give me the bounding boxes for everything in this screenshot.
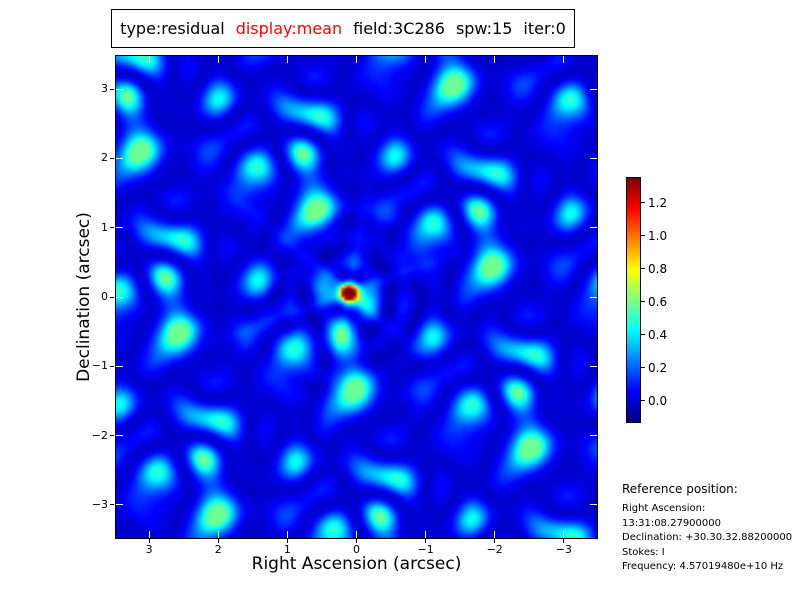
- reference-right-ascension: Right Ascension: 13:31:08.27900000: [622, 503, 721, 529]
- y-tick-mark-left: [116, 435, 123, 436]
- y-tick-mark-right: [590, 227, 597, 229]
- colorbar: [626, 177, 641, 423]
- x-tick-mark-bottom: [148, 531, 150, 538]
- y-tick-label: 3: [101, 82, 108, 96]
- y-tick-label: −1: [91, 359, 108, 373]
- x-tick-mark-outer: [286, 539, 288, 543]
- x-tick-mark-top: [494, 56, 496, 63]
- colorbar-tick-label: 0.4: [648, 327, 668, 342]
- x-tick-mark-top: [148, 56, 150, 63]
- heatmap-plot-area: [115, 55, 598, 539]
- x-tick-mark-top: [563, 56, 565, 63]
- x-tick-label: 1: [283, 543, 291, 556]
- x-tick-mark-outer: [148, 539, 150, 543]
- reference-heading: Reference position:: [622, 482, 738, 496]
- x-tick-mark-bottom: [356, 531, 357, 538]
- y-tick-mark-right: [590, 504, 597, 506]
- x-tick-mark-bottom: [425, 531, 427, 538]
- colorbar-tick-mark: [641, 202, 645, 204]
- y-tick-mark-left: [116, 88, 123, 90]
- y-tick-label: 1: [101, 220, 108, 234]
- reference-stokes: Stokes: I: [622, 546, 665, 558]
- x-axis-label: Right Ascension (arcsec): [251, 554, 462, 574]
- x-tick-mark-bottom: [286, 531, 288, 538]
- reference-position-block: Reference position: Right Ascension: 13:…: [622, 482, 800, 575]
- colorbar-tick-label: 0.2: [648, 360, 668, 375]
- y-tick-label: −3: [91, 497, 108, 511]
- title-field-label: field:3C286: [353, 19, 445, 38]
- x-tick-mark-bottom: [494, 531, 496, 538]
- x-tick-mark-top: [217, 56, 219, 63]
- y-tick-mark-left: [116, 157, 123, 159]
- x-tick-mark-top: [425, 56, 427, 63]
- title-spw-label: spw:15: [455, 19, 513, 38]
- y-tick-mark-left: [116, 296, 123, 298]
- colorbar-tick-mark: [641, 235, 645, 237]
- y-tick-mark-right: [590, 296, 597, 298]
- y-tick-mark-outer: [110, 365, 114, 367]
- x-tick-label: −2: [486, 543, 503, 556]
- residual-heatmap-canvas: [116, 56, 597, 538]
- colorbar-tick-label: 0.6: [648, 294, 668, 309]
- colorbar-tick-mark: [641, 367, 645, 369]
- y-tick-label: −2: [91, 428, 108, 442]
- colorbar-tick-label: 0.8: [648, 261, 668, 276]
- x-tick-mark-bottom: [217, 531, 219, 538]
- x-tick-mark-outer: [494, 539, 496, 543]
- y-tick-label: 0: [101, 290, 108, 303]
- colorbar-tick-mark: [641, 268, 645, 270]
- x-tick-label: −1: [417, 543, 434, 556]
- plot-title-box: type:residual display:mean field:3C286 s…: [111, 9, 575, 48]
- colorbar-tick-label: 1.2: [648, 195, 668, 210]
- y-tick-mark-right: [590, 157, 597, 159]
- y-tick-mark-left: [116, 365, 123, 367]
- y-tick-mark-outer: [110, 435, 114, 436]
- x-tick-label: −3: [555, 543, 572, 556]
- x-tick-mark-outer: [563, 539, 565, 543]
- colorbar-tick-label: 1.0: [648, 228, 668, 243]
- colorbar-tick-mark: [641, 334, 645, 336]
- y-tick-mark-left: [116, 227, 123, 229]
- x-tick-label: 0: [353, 543, 360, 556]
- y-tick-mark-outer: [110, 227, 114, 229]
- reference-declination: Declination: +30.30.32.88200000: [622, 532, 793, 544]
- colorbar-tick-label: 0.0: [648, 393, 668, 408]
- x-tick-label: 2: [214, 543, 222, 556]
- title-type-label: type:residual: [120, 19, 225, 38]
- y-tick-mark-outer: [110, 504, 114, 506]
- title-display-label: display:mean: [235, 19, 343, 38]
- colorbar-tick-mark: [641, 301, 645, 303]
- x-tick-label: 3: [145, 543, 153, 556]
- y-tick-mark-right: [590, 435, 597, 436]
- title-iter-label: iter:0: [523, 19, 566, 38]
- x-tick-mark-outer: [356, 539, 357, 543]
- y-tick-mark-outer: [110, 296, 114, 298]
- x-tick-mark-outer: [217, 539, 219, 543]
- y-tick-label: 2: [101, 151, 108, 165]
- x-tick-mark-top: [286, 56, 288, 63]
- colorbar-gradient-canvas: [627, 178, 640, 422]
- reference-frequency: Frequency: 4.57019480e+10 Hz: [622, 561, 784, 573]
- x-tick-mark-top: [356, 56, 357, 63]
- x-tick-mark-bottom: [563, 531, 565, 538]
- y-tick-mark-right: [590, 88, 597, 90]
- y-tick-mark-outer: [110, 157, 114, 159]
- colorbar-tick-mark: [641, 400, 645, 402]
- y-tick-mark-left: [116, 504, 123, 506]
- y-tick-mark-outer: [110, 88, 114, 90]
- y-tick-mark-right: [590, 365, 597, 367]
- x-tick-mark-outer: [425, 539, 427, 543]
